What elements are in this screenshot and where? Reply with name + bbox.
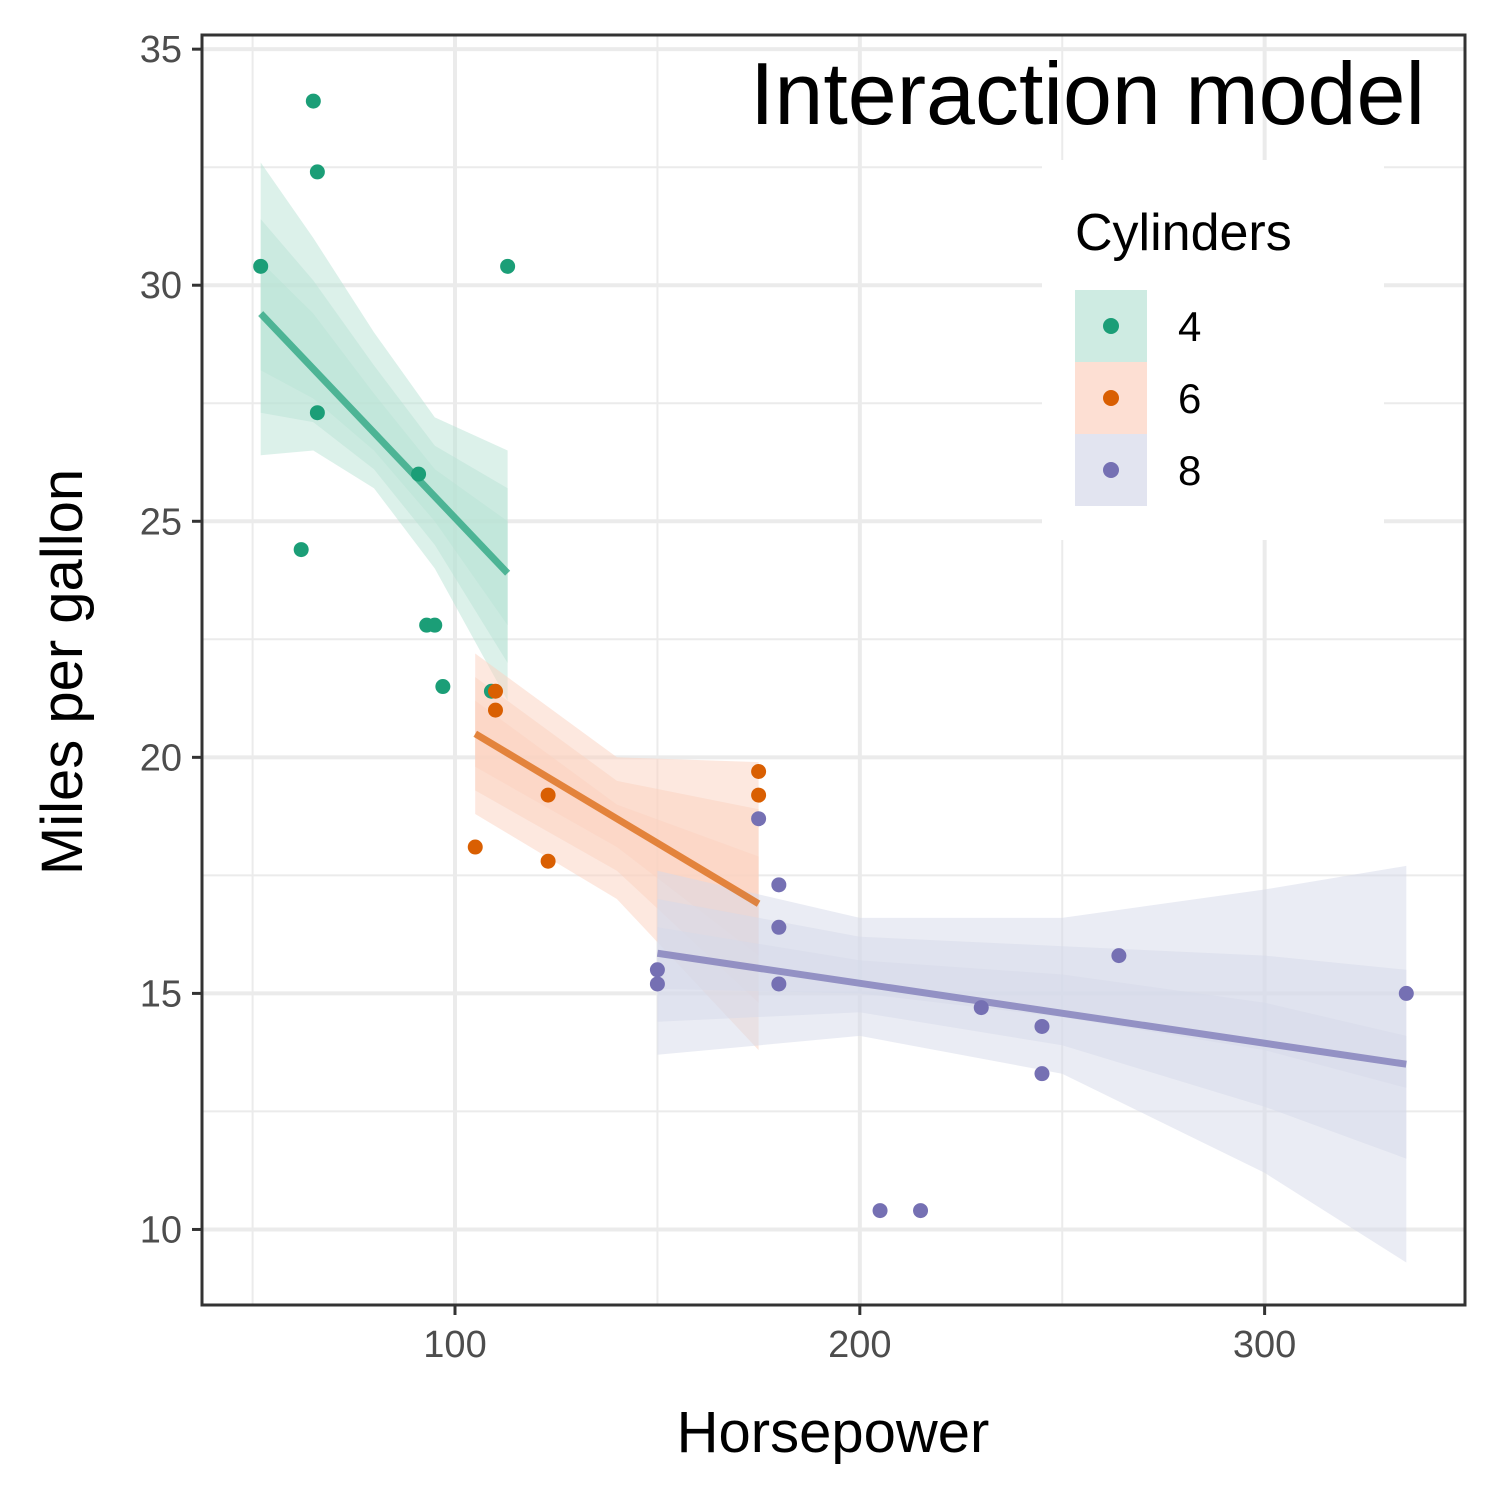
x-tick-label: 100 <box>423 1324 486 1366</box>
data-point-cyl-6 <box>751 764 767 780</box>
fit-lines <box>258 311 1407 1068</box>
data-point-cyl-8 <box>1111 948 1127 964</box>
x-axis-title: Horsepower <box>677 1400 990 1465</box>
data-point-cyl-8 <box>771 976 787 992</box>
legend-key-point <box>1103 390 1119 406</box>
data-point-cyl-4 <box>305 93 321 109</box>
legend-label: 4 <box>1178 303 1201 350</box>
x-tick-label: 300 <box>1233 1324 1296 1366</box>
legend-title: Cylinders <box>1075 204 1292 262</box>
fit-line-cyl-4 <box>258 311 511 576</box>
data-point-cyl-4 <box>500 258 516 274</box>
legend-key-point <box>1103 462 1119 478</box>
y-tick-label: 15 <box>140 973 182 1015</box>
data-point-cyl-4 <box>293 542 309 558</box>
data-point-cyl-4 <box>253 258 269 274</box>
x-tick-label: 200 <box>828 1324 891 1366</box>
fit-line-cyl-6 <box>473 730 761 907</box>
y-tick-label: 30 <box>140 265 182 307</box>
chart-title: Interaction model <box>750 44 1425 143</box>
y-tick-label: 35 <box>140 29 182 71</box>
data-point-cyl-8 <box>913 1203 929 1219</box>
data-point-cyl-8 <box>1398 985 1414 1001</box>
data-point-cyl-6 <box>540 787 556 803</box>
data-point-cyl-8 <box>1034 1066 1050 1082</box>
confidence-bands <box>260 162 1407 1263</box>
data-point-cyl-4 <box>435 679 451 695</box>
legend-key-point <box>1103 318 1119 334</box>
data-points <box>253 93 1414 1219</box>
data-point-cyl-6 <box>467 839 483 855</box>
data-point-cyl-8 <box>649 962 665 978</box>
y-tick-label: 20 <box>140 737 182 779</box>
data-point-cyl-6 <box>540 853 556 869</box>
data-point-cyl-4 <box>427 617 443 633</box>
panel-border <box>200 33 1467 1307</box>
fit-line-cyl-8 <box>656 949 1407 1068</box>
legend: Cylinders 4 6 8 <box>1042 160 1384 540</box>
data-point-cyl-8 <box>872 1203 888 1219</box>
data-point-cyl-8 <box>771 919 787 935</box>
axis-ticks: 100 200 300 10 15 20 25 30 35 <box>140 29 1297 1366</box>
y-tick-label: 25 <box>140 501 182 543</box>
legend-label: 6 <box>1178 375 1201 422</box>
data-point-cyl-4 <box>309 164 325 180</box>
data-point-cyl-8 <box>751 811 767 827</box>
data-point-cyl-6 <box>751 787 767 803</box>
legend-keys: 4 6 8 <box>1075 290 1201 506</box>
data-point-cyl-8 <box>973 1000 989 1016</box>
data-point-cyl-8 <box>1034 1018 1050 1034</box>
data-point-cyl-6 <box>487 683 503 699</box>
data-point-cyl-4 <box>411 466 427 482</box>
data-point-cyl-8 <box>649 976 665 992</box>
data-point-cyl-4 <box>309 405 325 421</box>
legend-label: 8 <box>1178 447 1201 494</box>
data-point-cyl-8 <box>771 877 787 893</box>
y-axis-title: Miles per gallon <box>30 469 95 875</box>
y-tick-label: 10 <box>140 1209 182 1251</box>
data-point-cyl-6 <box>487 702 503 718</box>
